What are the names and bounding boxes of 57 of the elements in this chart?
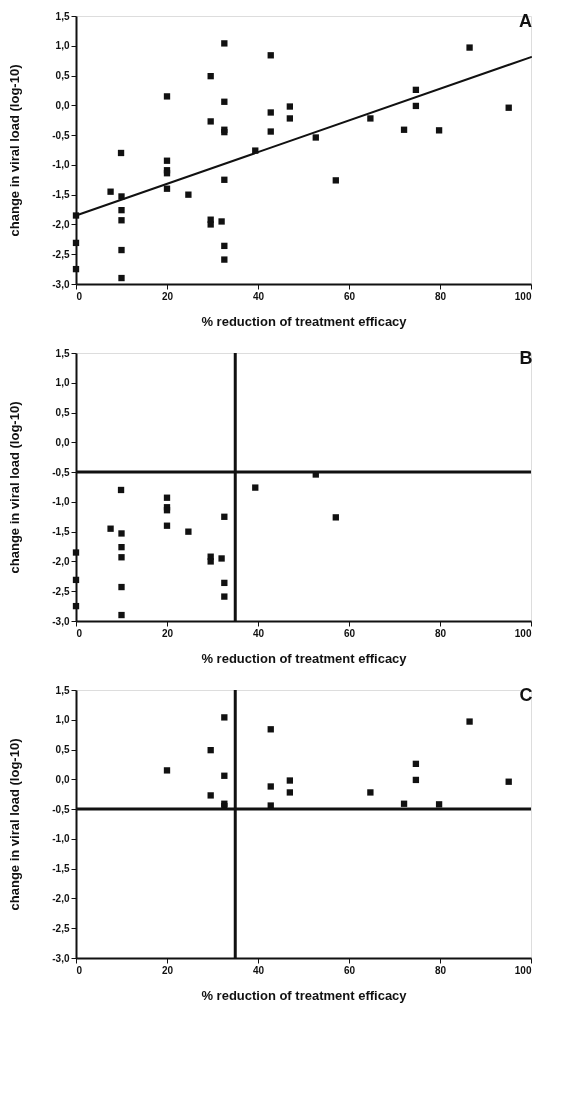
- x-tick-label: 60: [343, 964, 356, 976]
- x-axis-title: % reduction of treatment efficacy: [201, 313, 408, 329]
- y-tick-label: -1,0: [52, 159, 70, 171]
- y-tick-label: -3,0: [52, 952, 70, 964]
- y-tick-label: -0,5: [52, 466, 70, 478]
- chart-title: C: [519, 685, 533, 705]
- chart-title: B: [519, 348, 533, 368]
- y-tick-label: -1,0: [52, 833, 70, 845]
- y-tick-label: -3,0: [52, 615, 70, 627]
- y-tick-label: -2,5: [52, 248, 70, 260]
- y-tick-label: 0,0: [55, 773, 70, 785]
- x-tick-label: 40: [252, 290, 265, 302]
- y-tick-label: -2,5: [52, 585, 70, 597]
- x-tick-label: 100: [514, 964, 532, 976]
- y-tick-label: 0,5: [55, 70, 70, 82]
- y-axis-title: change in viral load (log-10): [7, 64, 23, 237]
- x-tick-label: 40: [252, 627, 265, 639]
- y-tick-label: 0,5: [55, 407, 70, 419]
- x-tick-label: 0: [76, 964, 83, 976]
- y-tick-label: 1,5: [55, 347, 70, 359]
- y-tick-label: 1,0: [55, 40, 70, 52]
- y-tick-label: 1,5: [55, 10, 70, 22]
- y-tick-label: -2,5: [52, 922, 70, 934]
- y-axis-title: change in viral load (log-10): [7, 401, 23, 574]
- x-tick-label: 0: [76, 627, 83, 639]
- x-tick-label: 100: [514, 627, 532, 639]
- x-tick-label: 80: [434, 627, 447, 639]
- y-tick-label: -1,0: [52, 496, 70, 508]
- y-tick-label: -2,0: [52, 555, 70, 567]
- y-tick-label: -3,0: [52, 278, 70, 290]
- y-tick-label: 0,0: [55, 99, 70, 111]
- x-tick-label: 0: [76, 290, 83, 302]
- y-tick-label: 0,0: [55, 436, 70, 448]
- y-tick-label: -0,5: [52, 803, 70, 815]
- x-tick-label: 100: [514, 290, 532, 302]
- y-tick-label: -2,0: [52, 218, 70, 230]
- x-tick-label: 60: [343, 290, 356, 302]
- y-axis-title: change in viral load (log-10): [7, 738, 23, 911]
- x-tick-label: 60: [343, 627, 356, 639]
- x-tick-label: 20: [161, 290, 174, 302]
- x-tick-label: 40: [252, 964, 265, 976]
- x-tick-label: 80: [434, 290, 447, 302]
- x-axis-title: % reduction of treatment efficacy: [201, 650, 408, 666]
- y-tick-label: -1,5: [52, 863, 70, 875]
- y-tick-label: -2,0: [52, 892, 70, 904]
- y-tick-label: -1,5: [52, 526, 70, 538]
- y-tick-label: 1,0: [55, 714, 70, 726]
- x-tick-label: 80: [434, 964, 447, 976]
- x-tick-label: 20: [161, 964, 174, 976]
- y-tick-label: -1,5: [52, 189, 70, 201]
- x-tick-label: 20: [161, 627, 174, 639]
- y-tick-label: 1,5: [55, 684, 70, 696]
- x-axis-title: % reduction of treatment efficacy: [201, 987, 408, 1003]
- y-tick-label: 1,0: [55, 377, 70, 389]
- y-tick-label: 0,5: [55, 744, 70, 756]
- y-tick-label: -0,5: [52, 129, 70, 141]
- chart-title: A: [519, 11, 532, 31]
